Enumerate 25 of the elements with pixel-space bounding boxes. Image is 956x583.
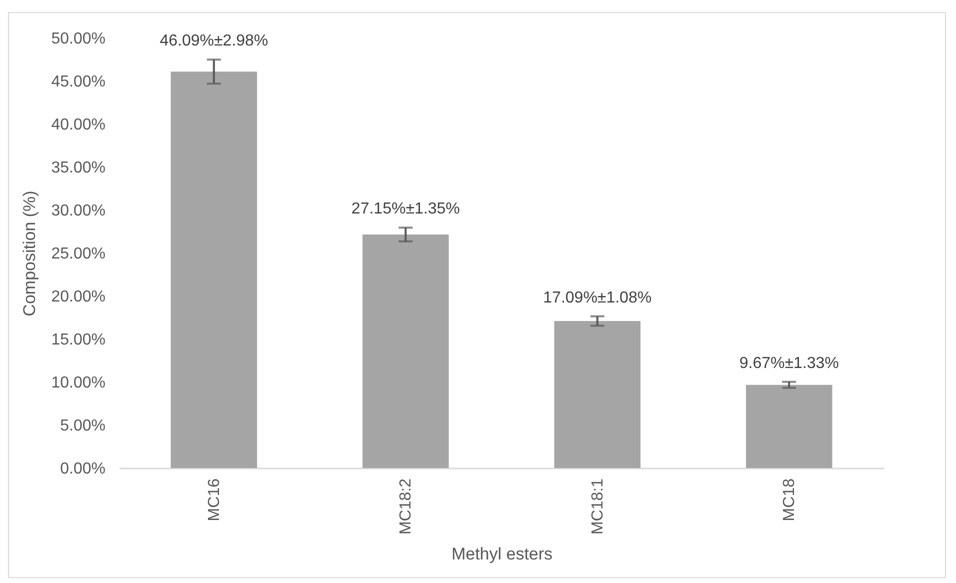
y-tick-label: 50.00% xyxy=(51,30,106,48)
data-label: 9.67%±1.33% xyxy=(739,354,839,372)
bar xyxy=(362,234,449,468)
data-label: 46.09%±2.98% xyxy=(160,32,268,50)
x-tick-label: MC18:2 xyxy=(398,478,415,535)
data-label: 17.09%±1.08% xyxy=(543,289,652,306)
y-tick-label: 25.00% xyxy=(51,246,106,262)
x-axis-title: Methyl esters xyxy=(451,544,553,564)
x-tick-label: MC16 xyxy=(206,478,223,522)
x-tick-label: MC18:1 xyxy=(589,478,606,535)
y-tick-label: 15.00% xyxy=(51,332,106,348)
y-tick-label: 5.00% xyxy=(60,418,106,434)
data-label: 27.15%±1.35% xyxy=(351,200,460,218)
y-axis-title: Composition (%) xyxy=(20,190,40,316)
bar xyxy=(746,384,832,468)
bar xyxy=(170,72,258,468)
y-tick-label: 40.00% xyxy=(51,116,106,134)
y-tick-label: 10.00% xyxy=(51,374,106,392)
y-tick-label: 30.00% xyxy=(51,202,106,220)
y-tick-label: 20.00% xyxy=(51,288,106,306)
y-tick-label: 35.00% xyxy=(51,160,106,176)
x-tick-label: MC18 xyxy=(781,478,798,522)
y-tick-label: 45.00% xyxy=(51,74,106,90)
bar xyxy=(554,321,641,468)
y-tick-label: 0.00% xyxy=(60,460,106,478)
